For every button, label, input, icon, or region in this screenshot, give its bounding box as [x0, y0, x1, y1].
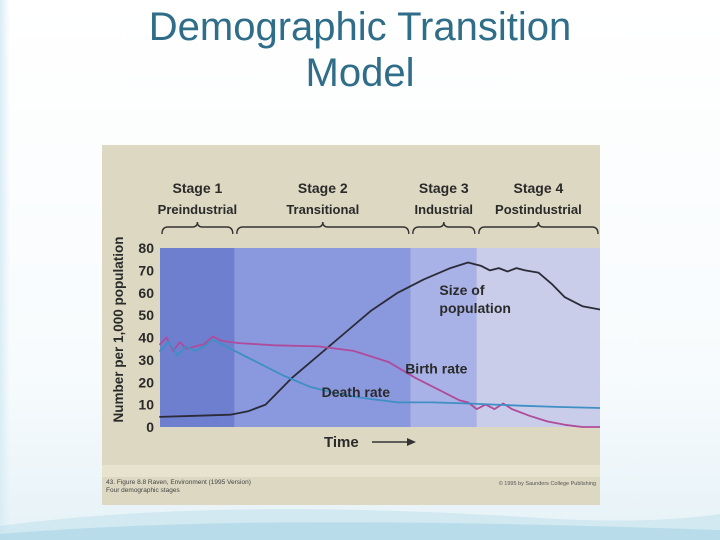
annotation-birth-rate: Birth rate [405, 360, 467, 376]
stage-brace-1 [161, 221, 234, 235]
x-axis-label: Time [324, 434, 359, 451]
figure-caption-line-2: Four demographic stages [106, 487, 180, 494]
caption-divider [102, 465, 600, 477]
stage-number-4: Stage 4 [513, 180, 563, 196]
stage-name-2: Transitional [286, 202, 359, 217]
annotation-population: population [439, 300, 511, 316]
y-tick-label-60: 60 [138, 285, 154, 301]
demographic-transition-chart: Stage 1 Preindustrial Stage 2 Transitional S… [102, 180, 600, 477]
y-tick-label-50: 50 [138, 307, 154, 323]
stage-band-2 [234, 248, 411, 427]
stage-number-1: Stage 1 [172, 180, 222, 196]
stage-name-4: Postindustrial [495, 202, 582, 217]
y-tick-label-40: 40 [138, 330, 154, 346]
stage-band-4 [476, 248, 600, 427]
figure-panel: Stage 1 Preindustrial Stage 2 Transitional S… [102, 145, 600, 505]
stage-brace-3 [412, 221, 476, 235]
x-axis-arrow-head [407, 438, 416, 446]
stage-band-1 [160, 248, 235, 427]
death-rate-line [159, 338, 600, 409]
birth-rate-line [159, 335, 600, 428]
y-tick-label-70: 70 [138, 262, 154, 278]
stage-brace-2 [236, 221, 410, 235]
figure-caption: 43. Figure 8.8 Raven, Environment (1995 … [106, 479, 251, 495]
stage-name-3: Industrial [415, 202, 474, 217]
stage-brace-4 [478, 221, 599, 235]
stage-name-1: Preindustrial [158, 202, 237, 217]
slide-title-line-2: Model [305, 51, 415, 95]
slide-left-accent [0, 0, 10, 540]
y-tick-label-10: 10 [138, 397, 154, 413]
stage-number-3: Stage 3 [419, 180, 469, 196]
annotation-death-rate: Death rate [322, 384, 391, 400]
y-tick-label-20: 20 [138, 374, 154, 390]
bottom-wave-decoration [0, 509, 720, 540]
y-tick-label-80: 80 [138, 240, 154, 256]
slide-title: Demographic Transition Model [0, 4, 720, 96]
y-tick-label-0: 0 [146, 419, 154, 435]
y-axis-label: Number per 1,000 population [111, 236, 126, 422]
annotation-size-of: Size of [439, 282, 484, 298]
figure-copyright: © 1995 by Saunders College Publishing [498, 481, 596, 487]
y-tick-label-30: 30 [138, 352, 154, 368]
slide-title-line-1: Demographic Transition [148, 5, 572, 49]
figure-caption-line-1: 43. Figure 8.8 Raven, Environment (1995 … [106, 479, 251, 486]
stage-number-2: Stage 2 [298, 180, 348, 196]
population-line [159, 261, 600, 418]
stage-band-3 [410, 248, 477, 427]
